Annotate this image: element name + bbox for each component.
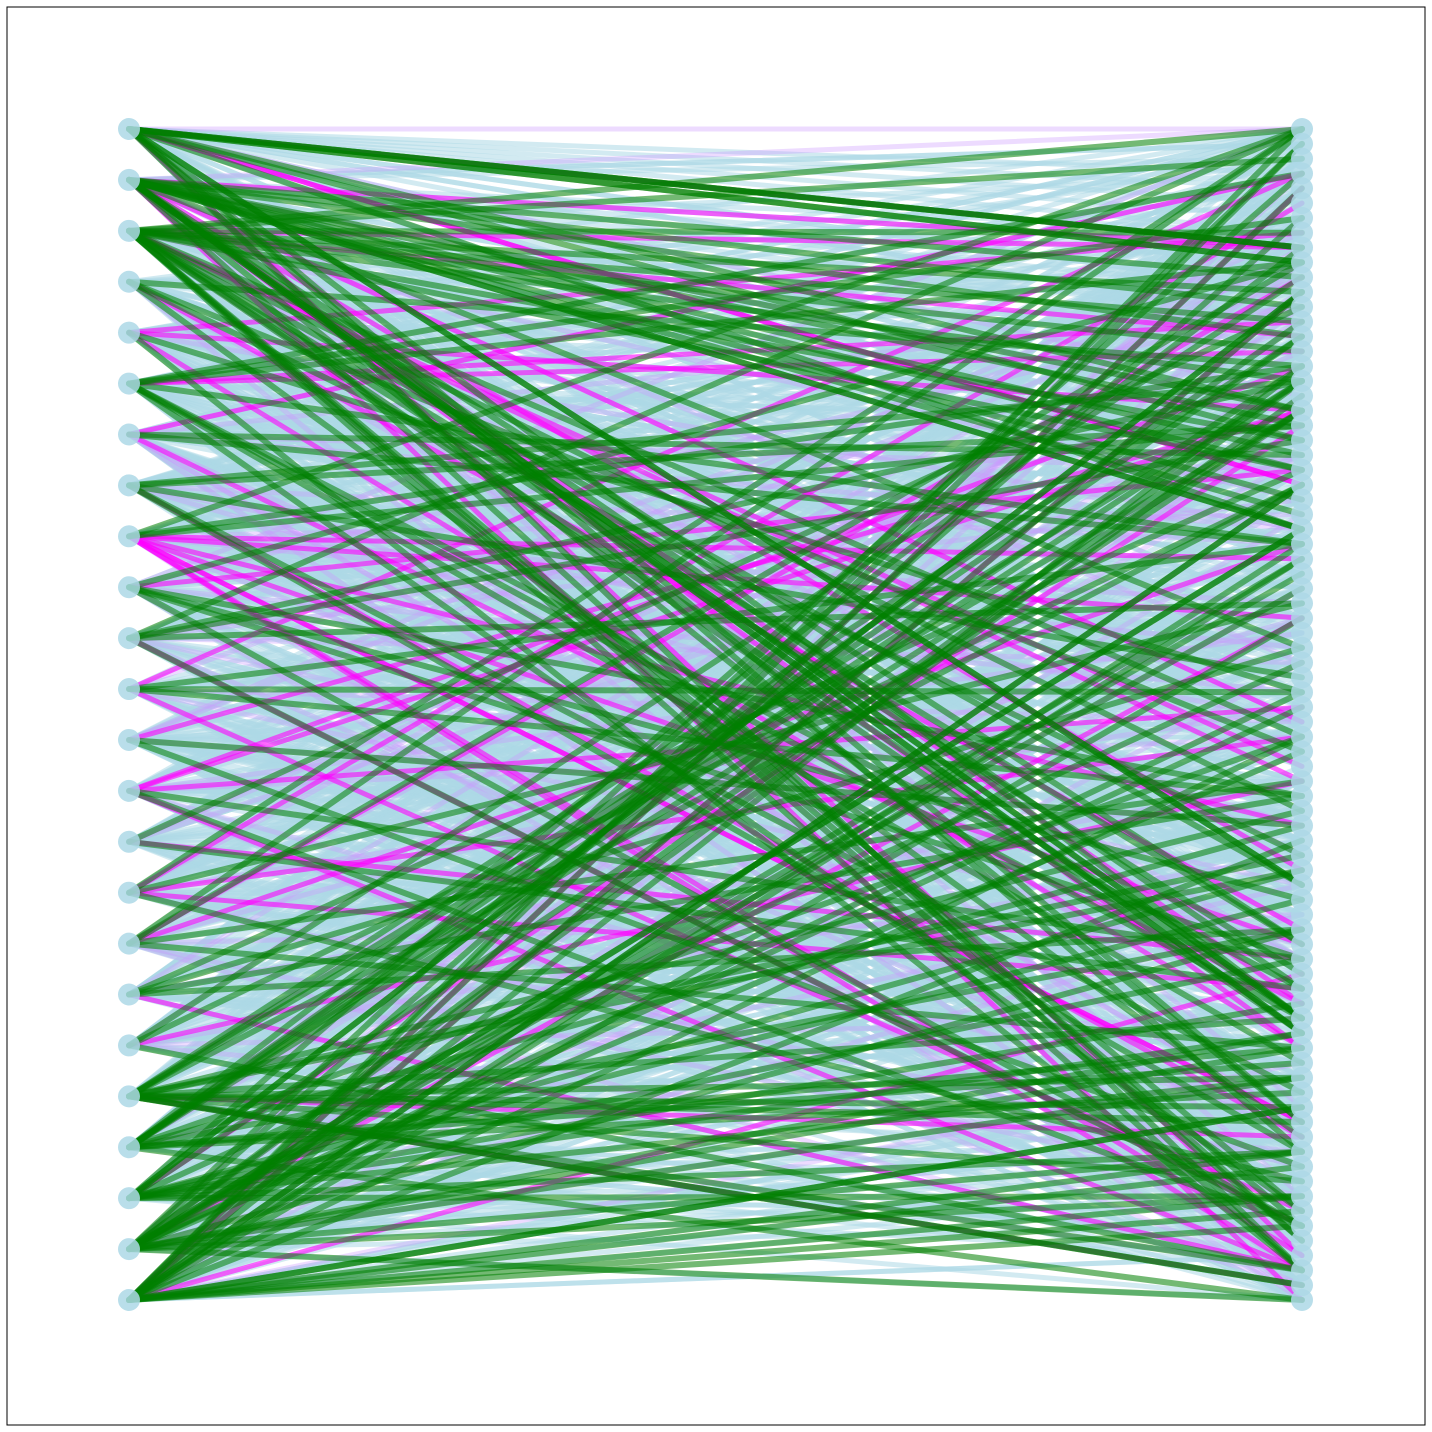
right-node [1291, 1289, 1313, 1311]
edge [126, 1144, 1305, 1303]
left-node [118, 1289, 140, 1311]
edge [126, 431, 1305, 548]
edge [126, 896, 1305, 1202]
left-node [118, 321, 140, 344]
edge [126, 407, 1305, 1151]
edge [126, 584, 1305, 1229]
edge [126, 635, 1305, 1229]
edge [126, 244, 1305, 1151]
edge [126, 126, 1305, 540]
edge [126, 422, 1305, 489]
edge [126, 259, 1305, 947]
edge [126, 318, 1305, 1151]
edge [126, 176, 1305, 340]
edge [126, 1246, 1305, 1303]
left-node [118, 983, 140, 1006]
edge [126, 126, 1305, 642]
edge [126, 600, 1305, 642]
edge [126, 1148, 1305, 1253]
edge [126, 126, 1305, 176]
edge [126, 227, 1305, 236]
edge [126, 176, 1305, 1244]
edge [126, 787, 1305, 1229]
edge [126, 176, 1305, 948]
edge [126, 1093, 1305, 1274]
edge [126, 1093, 1305, 1111]
edge [126, 227, 1305, 814]
left-node [118, 1187, 140, 1210]
edge [126, 126, 1305, 183]
edge [126, 380, 1305, 548]
edge [126, 1104, 1305, 1303]
edge [126, 1222, 1305, 1303]
left-node-column [118, 118, 140, 1311]
edge [126, 377, 1305, 642]
edge [126, 926, 1305, 1151]
edge [126, 926, 1305, 1253]
edge [126, 615, 1305, 1303]
edge [126, 482, 1305, 858]
left-node [118, 932, 140, 955]
edge [126, 1163, 1305, 1303]
edge [126, 1193, 1305, 1303]
edge [126, 431, 1305, 459]
edge [126, 736, 1305, 829]
edge [126, 407, 1305, 1202]
edge [126, 126, 1305, 234]
edge [126, 155, 1305, 234]
left-node [118, 627, 140, 650]
edge [126, 852, 1305, 1100]
edge [126, 259, 1305, 591]
right-node-column [1291, 118, 1313, 1311]
edge [126, 686, 1305, 1214]
edge [126, 176, 1305, 459]
left-node [118, 525, 140, 548]
left-node [118, 779, 140, 802]
edge-group-green [126, 126, 1305, 1303]
left-node [118, 830, 140, 853]
edge [126, 227, 1305, 1274]
left-node [118, 728, 140, 751]
edge [126, 481, 1305, 1303]
edge [126, 278, 1305, 859]
edge [126, 259, 1305, 387]
edge [126, 176, 1305, 310]
edge [126, 787, 1305, 963]
left-node [118, 118, 140, 140]
edge [126, 227, 1305, 355]
left-node [118, 1034, 140, 1057]
left-node [118, 474, 140, 497]
left-node [118, 168, 140, 191]
edge [126, 227, 1305, 325]
edge [126, 126, 1305, 206]
left-node [118, 576, 140, 599]
edge [126, 1148, 1305, 1202]
edge [126, 176, 1305, 992]
edge [126, 1253, 1305, 1303]
edge [126, 363, 1305, 1151]
edge [126, 437, 1305, 642]
edge [126, 176, 1305, 1022]
left-node [118, 423, 140, 446]
edge [126, 733, 1305, 1303]
edge [126, 467, 1305, 590]
left-node [118, 1238, 140, 1261]
edge [126, 363, 1305, 1303]
left-node [118, 881, 140, 904]
left-node [118, 219, 140, 242]
edge [126, 940, 1305, 1052]
edge [126, 227, 1305, 473]
left-node [118, 270, 140, 293]
left-node [118, 372, 140, 395]
left-node [118, 678, 140, 701]
left-node [118, 1085, 140, 1108]
edge [126, 585, 1305, 1253]
edge [126, 126, 1305, 414]
edge [126, 644, 1305, 998]
left-node [118, 1136, 140, 1159]
edge [126, 177, 1305, 251]
